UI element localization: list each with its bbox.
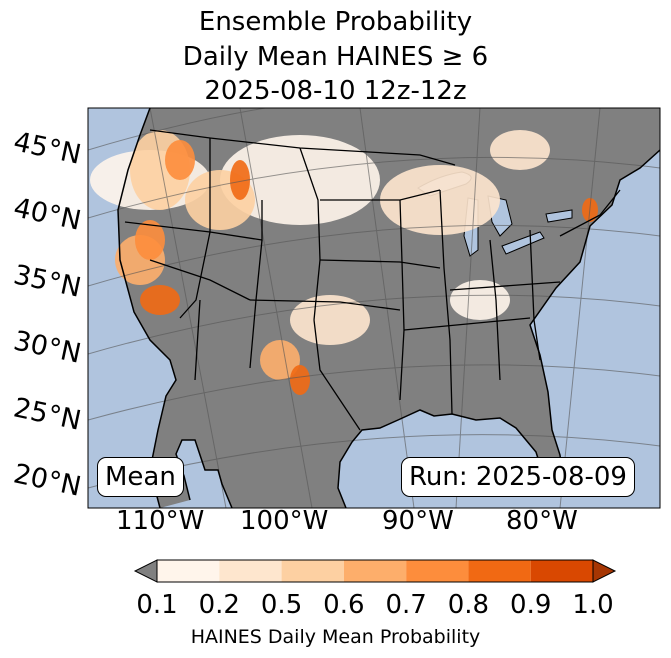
colorbar-segment [530,560,593,582]
probability-area [165,140,195,180]
probability-area [490,130,550,170]
state-borders [124,129,621,431]
colorbar-tick-label: 0.8 [447,590,490,620]
colorbar-tick-label: 0.5 [260,590,303,620]
map-title-line3: 2025-08-10 12z-12z [204,76,467,106]
colorbar-label: HAINES Daily Mean Probability [190,626,481,648]
probability-area [290,365,310,395]
map-title-line1: Ensemble Probability [198,7,473,37]
map-title-line2: Daily Mean HAINES ≥ 6 [182,42,489,72]
stat-label-box: Mean [97,457,184,497]
colorbar-tick-label: 0.2 [198,590,240,620]
colorbar-tick-label: 0.7 [385,590,427,620]
colorbar-segment [468,560,531,582]
colorbar-tick-label: 0.6 [323,590,365,620]
run-date-box: Run: 2025-08-09 [401,457,635,497]
colorbar-tick-label: 0.1 [136,590,178,620]
colorbar-tick-label: 0.9 [510,590,552,620]
lon-label-100: 100°W [240,506,329,536]
probability-area [140,285,180,315]
colorbar-under-arrow [133,559,158,583]
colorbar-segment [219,560,282,582]
lake-erie [501,231,545,255]
probability-area [260,340,300,380]
probability-area [230,160,250,200]
lon-label-90: 90°W [382,506,454,536]
colorbar-segment [157,560,220,582]
colorbar-over-arrow [592,559,617,583]
lon-label-110: 110°W [116,506,205,536]
colorbar-segment [343,560,407,582]
lon-label-80: 80°W [506,506,578,536]
probability-area [135,220,165,260]
colorbar-outline [156,559,594,583]
lake-ontario [545,209,573,223]
probability-area [220,135,380,225]
colorbar-segment [406,560,469,582]
colorbar-segment [281,560,344,582]
map-frame [87,107,661,509]
colorbar-tick-label: 1.0 [572,590,614,620]
